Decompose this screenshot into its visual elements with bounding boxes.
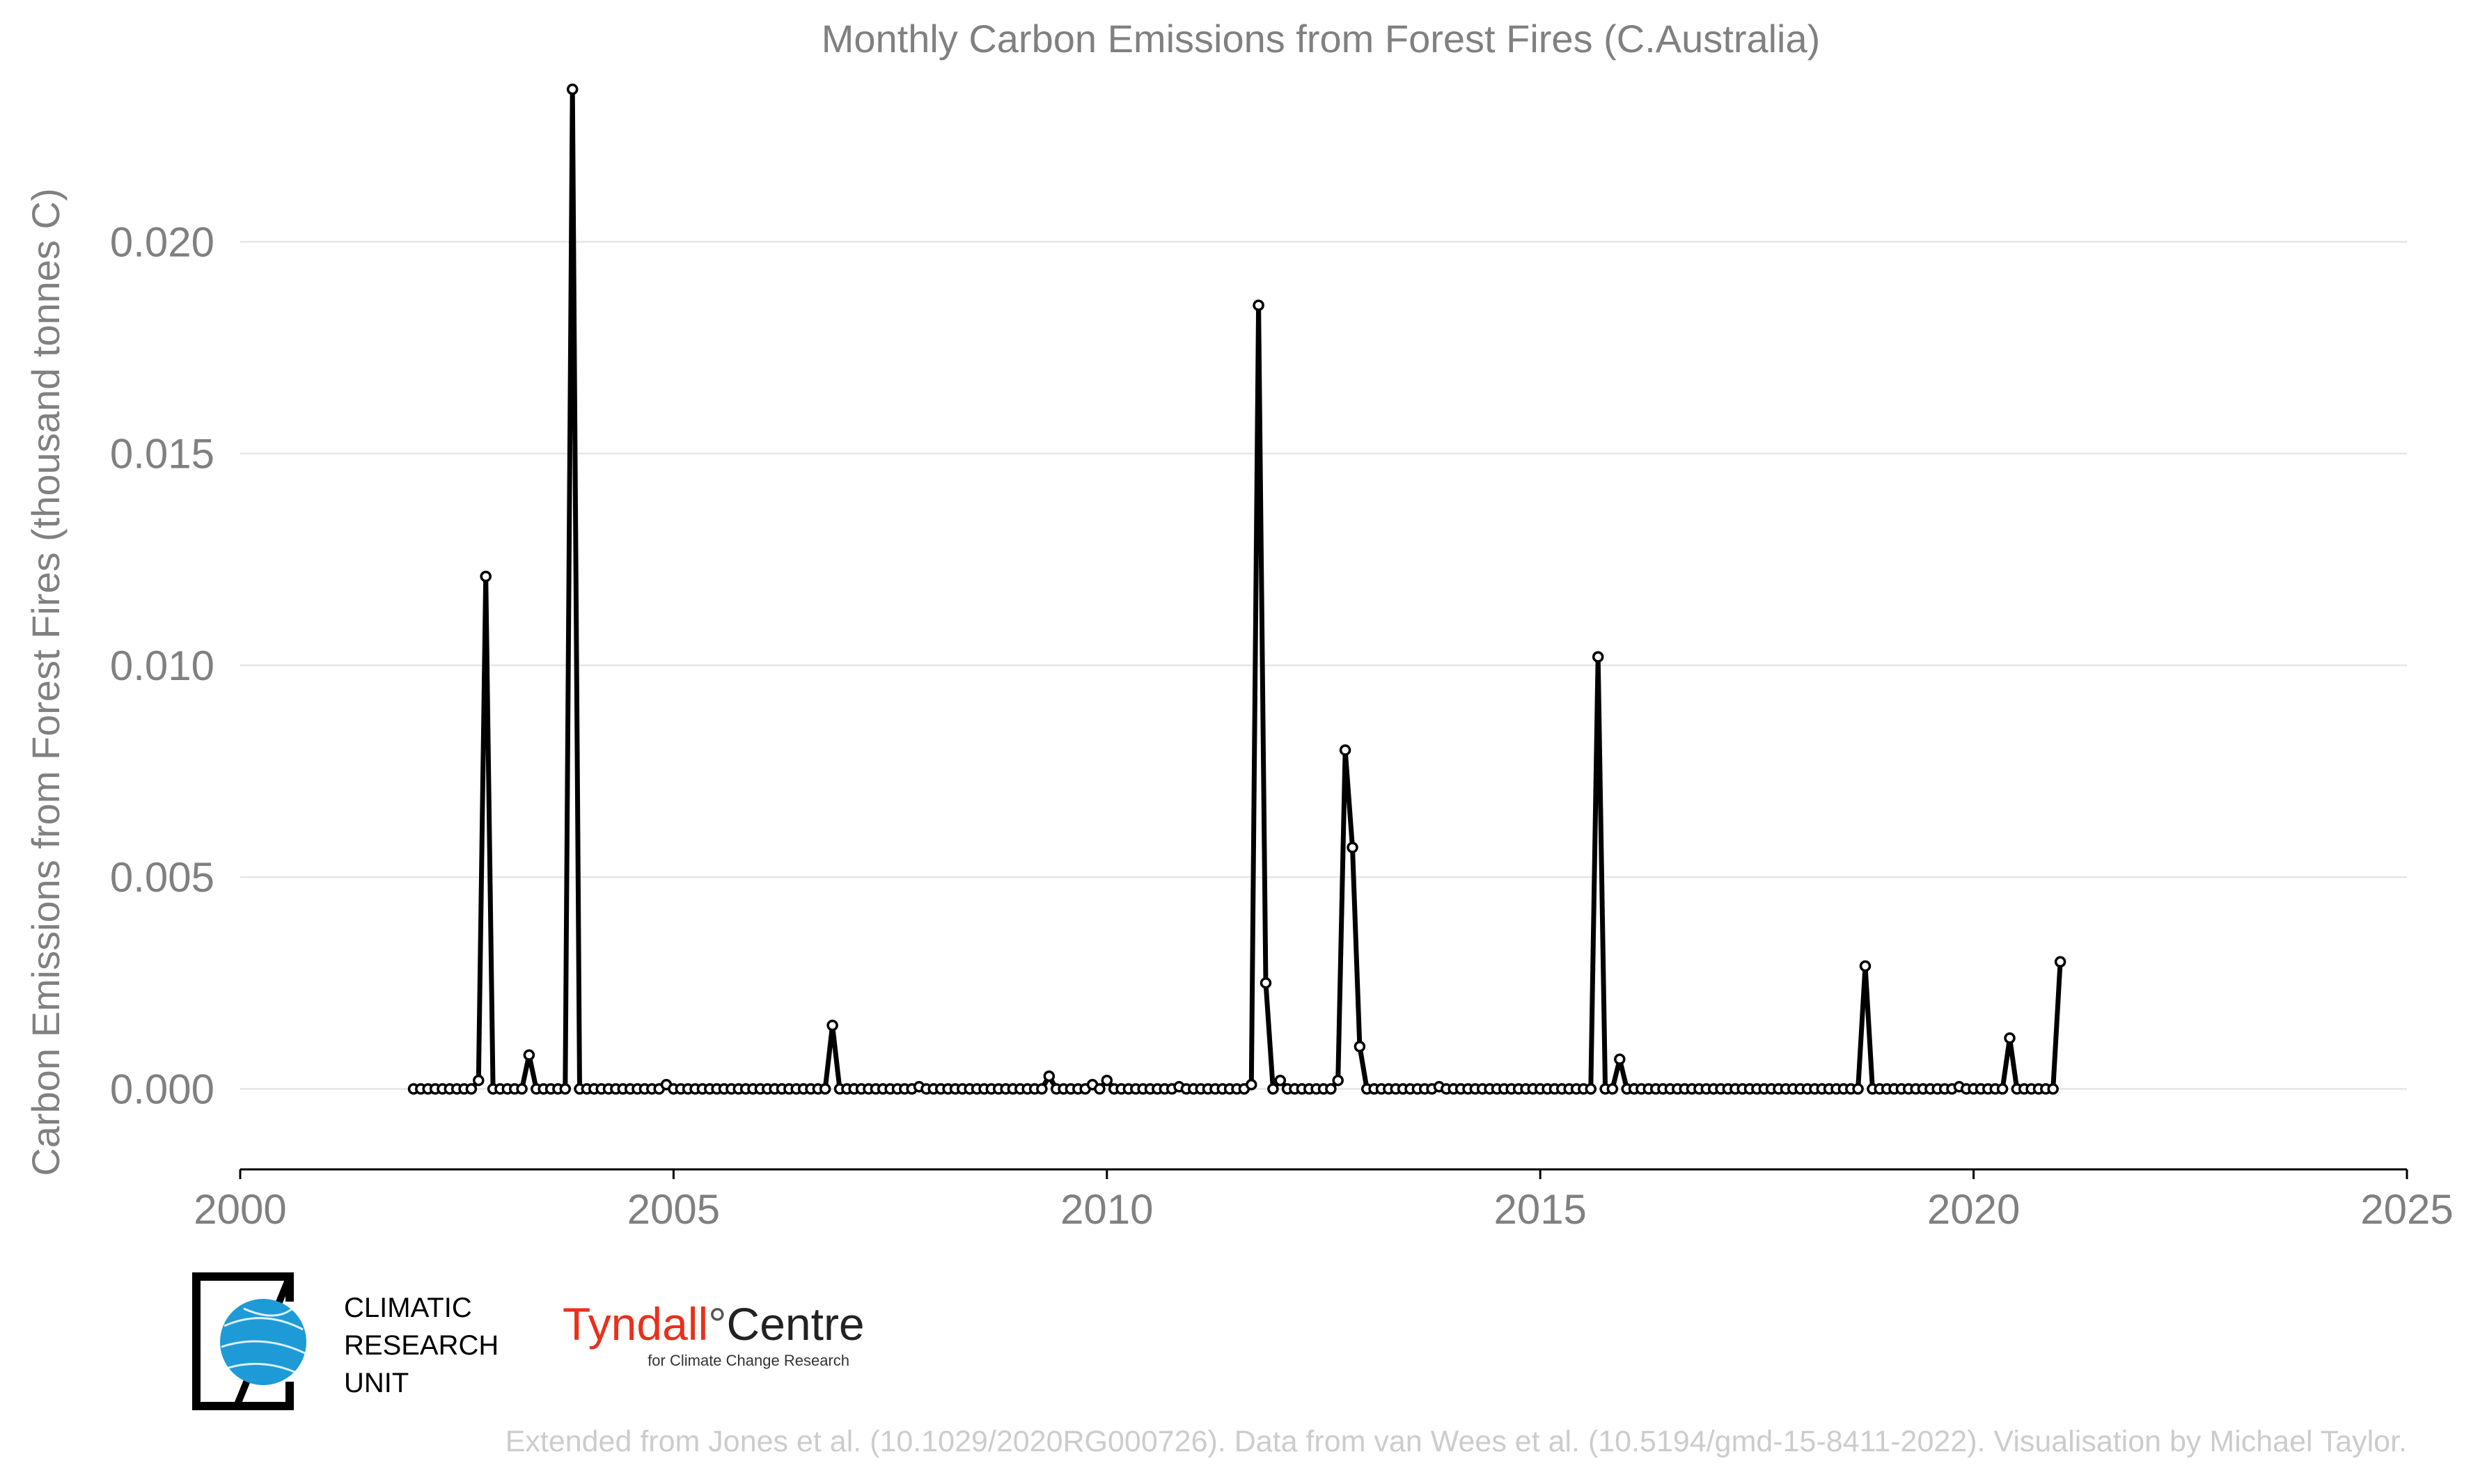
data-point: [1585, 1083, 1597, 1095]
data-point: [523, 1049, 535, 1061]
cru-logo: CLIMATIC RESEARCH UNIT: [192, 1272, 499, 1410]
cru-text-line-2: RESEARCH: [344, 1330, 499, 1361]
data-point: [1606, 1083, 1619, 1095]
y-tick-labels: 0.000 0.005 0.010 0.015 0.020: [110, 219, 214, 1112]
tyndall-degree: °: [708, 1298, 726, 1350]
data-point: [473, 1074, 485, 1087]
x-tick-label: 2005: [627, 1186, 720, 1233]
y-tick-label: 0.015: [110, 431, 214, 477]
data-point: [1094, 1083, 1106, 1095]
data-point: [1260, 977, 1272, 989]
data-point: [1339, 744, 1351, 756]
x-tick-label: 2020: [1927, 1186, 2020, 1233]
data-point: [2004, 1032, 2016, 1044]
x-tick-label: 2000: [194, 1186, 286, 1233]
data-point: [1347, 842, 1358, 853]
data-point: [2054, 956, 2066, 968]
tyndall-tagline: for Climate Change Research: [648, 1352, 849, 1369]
x-tick-label: 2010: [1060, 1186, 1153, 1233]
data-point: [1852, 1083, 1864, 1095]
data-point: [2047, 1083, 2059, 1095]
data-point: [1859, 960, 1872, 972]
emissions-data-points: [407, 84, 2066, 1095]
x-tick-label: 2025: [2360, 1186, 2453, 1233]
data-point: [1592, 651, 1604, 663]
y-tick-label: 0.000: [110, 1066, 214, 1112]
y-axis-label: Carbon Emissions from Forest Fires (thou…: [24, 188, 68, 1176]
tyndall-name: Tyndall: [563, 1298, 708, 1350]
data-point: [1332, 1074, 1344, 1087]
data-point: [1246, 1079, 1257, 1091]
chart-title: Monthly Carbon Emissions from Forest Fir…: [822, 17, 1821, 61]
data-point: [559, 1083, 572, 1095]
y-tick-label: 0.020: [110, 219, 214, 265]
data-point: [1996, 1083, 2009, 1095]
x-axis-ticks: 2000 2005 2010 2015 2020 2025: [194, 1169, 2454, 1233]
data-point: [1354, 1041, 1366, 1052]
cru-text-line-1: CLIMATIC: [344, 1293, 472, 1323]
data-point: [826, 1019, 838, 1032]
cru-globe-lines-icon: [221, 1307, 307, 1376]
data-point: [1043, 1070, 1056, 1082]
data-point: [1253, 299, 1264, 311]
tyndall-logo: Tyndall°Centre for Climate Change Resear…: [563, 1298, 865, 1369]
data-point: [1325, 1083, 1337, 1095]
data-point: [566, 84, 579, 95]
data-point: [1036, 1083, 1048, 1095]
y-tick-label: 0.005: [110, 854, 214, 901]
credit-line: Extended from Jones et al. (10.1029/2020…: [505, 1425, 2407, 1458]
data-point: [819, 1083, 831, 1095]
data-point: [1274, 1074, 1287, 1087]
data-point: [1267, 1083, 1279, 1095]
data-point: [516, 1083, 528, 1095]
y-tick-label: 0.010: [110, 642, 214, 689]
data-point: [1614, 1053, 1626, 1066]
data-point: [480, 570, 492, 583]
svg-text:Tyndall°Centre: Tyndall°Centre: [563, 1298, 865, 1350]
data-point: [1101, 1074, 1113, 1087]
emissions-series-line: [414, 86, 2063, 1091]
x-tick-label: 2015: [1493, 1186, 1586, 1233]
tyndall-centre: Centre: [727, 1298, 865, 1350]
cru-text-line-3: UNIT: [344, 1368, 409, 1398]
data-point: [465, 1083, 478, 1095]
